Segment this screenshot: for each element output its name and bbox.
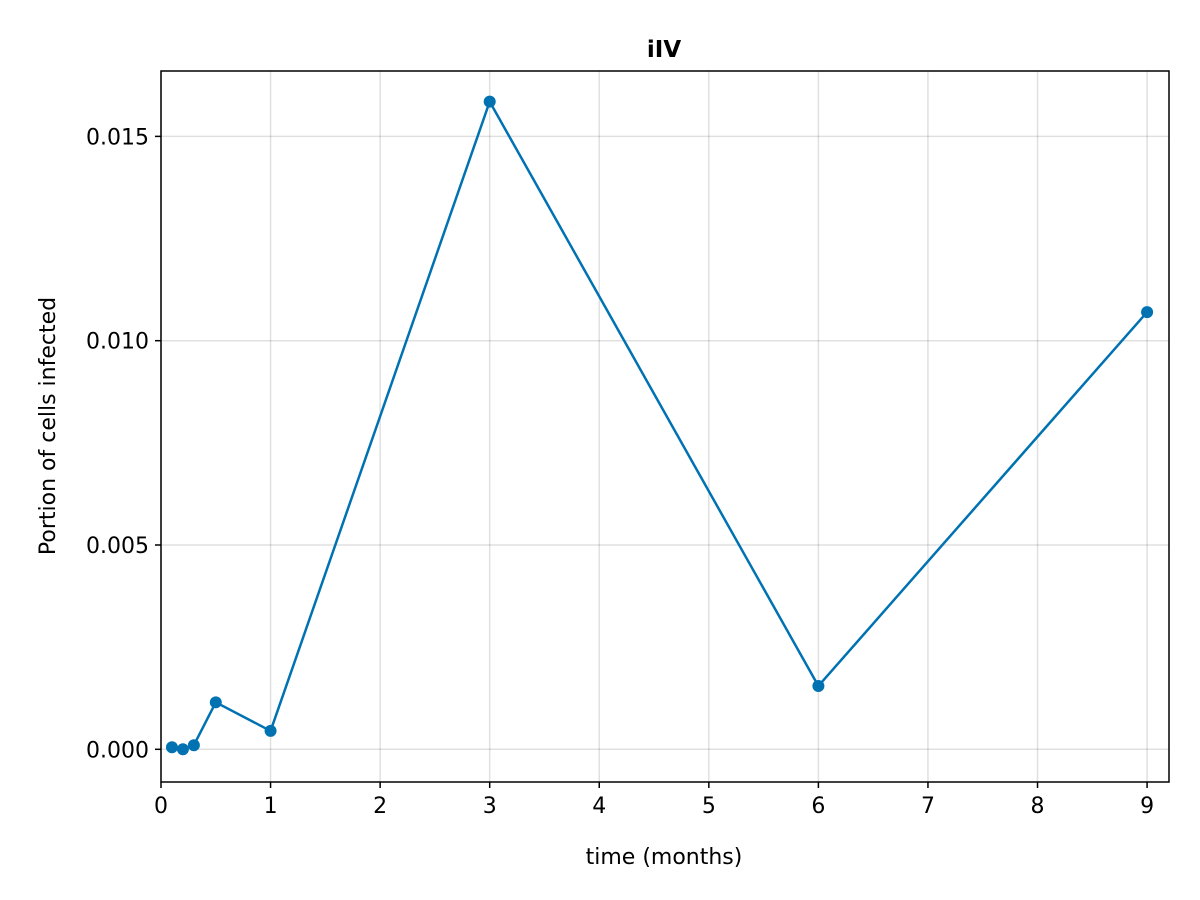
data-point — [165, 741, 178, 754]
data-point — [264, 724, 277, 737]
data-point — [187, 739, 200, 752]
plot-frame — [160, 70, 1170, 783]
x-tick-label: 4 — [592, 794, 606, 819]
x-tick-label: 7 — [921, 794, 935, 819]
x-axis-label: time (months) — [586, 845, 743, 870]
x-tick-label: 8 — [1031, 794, 1045, 819]
y-tick-label: 0.010 — [86, 330, 149, 355]
x-tick-label: 0 — [154, 794, 168, 819]
y-tick-label: 0.005 — [86, 534, 149, 559]
grid — [160, 71, 1169, 782]
y-tick-label: 0.000 — [86, 738, 149, 763]
x-tick-label: 2 — [373, 794, 387, 819]
y-axis: 0.000 0.005 0.010 0.015 — [86, 125, 161, 763]
x-tick-label: 3 — [483, 794, 497, 819]
data-point — [209, 696, 222, 709]
series — [165, 95, 1154, 756]
data-point — [812, 679, 825, 692]
data-point — [1141, 306, 1154, 319]
x-axis: 0 1 2 3 4 5 6 7 8 9 — [154, 782, 1154, 819]
data-point — [483, 95, 496, 108]
chart-title: iIV — [647, 37, 681, 63]
y-tick-label: 0.015 — [86, 125, 149, 150]
x-tick-label: 5 — [702, 794, 716, 819]
x-tick-label: 9 — [1140, 794, 1154, 819]
series-line — [171, 100, 1149, 751]
x-tick-label: 6 — [811, 794, 825, 819]
data-point — [176, 743, 189, 756]
x-tick-label: 1 — [264, 794, 278, 819]
y-axis-label: Portion of cells infected — [36, 297, 61, 555]
